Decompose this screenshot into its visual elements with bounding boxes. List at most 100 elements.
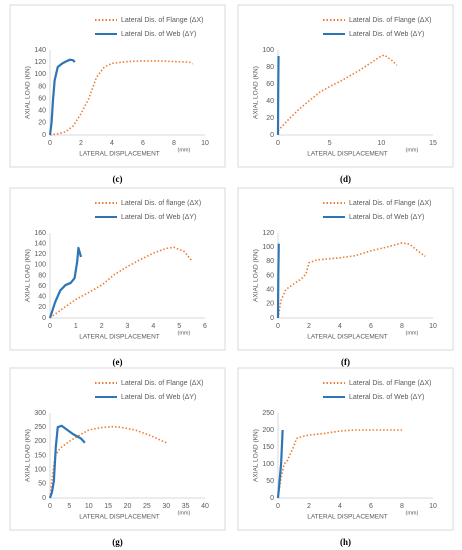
legend-label: Lateral Dis. of Flange (ΔX)	[349, 380, 432, 387]
x-tick-label: 5	[177, 323, 181, 330]
x-tick-label: 40	[201, 503, 209, 510]
y-tick-label: 100	[34, 262, 46, 269]
y-axis-label: AXIAL LOAD (KN)	[253, 429, 260, 482]
x-tick-label: 4	[110, 140, 114, 147]
x-tick-label: 20	[124, 503, 132, 510]
x-tick-label: 10	[377, 140, 385, 147]
caption: (g)	[112, 537, 123, 547]
legend-label: Lateral Dis. of Web (ΔY)	[121, 31, 196, 38]
panel-frame	[237, 187, 454, 351]
x-tick-label: 2	[100, 323, 104, 330]
x-tick-label: 8	[400, 323, 404, 330]
y-tick-label: 80	[266, 64, 274, 71]
y-axis-label: AXIAL LOAD (KN)	[25, 66, 32, 119]
y-tick-label: 20	[38, 304, 46, 311]
x-tick-label: 2	[307, 503, 311, 510]
x-tick-label: 4	[151, 323, 155, 330]
legend-label: Lateral Dis. of Web (ΔY)	[349, 31, 424, 38]
y-tick-label: 0	[270, 315, 274, 322]
data-line	[277, 429, 402, 499]
data-line	[276, 243, 280, 319]
chart-panel: 0 50 100 150 200 250 300 0 5 10 15 20 25 30 35 40 LATERA…	[9, 367, 226, 547]
x-tick-label: 5	[67, 503, 71, 510]
caption: (f)	[341, 357, 350, 367]
x-axis-label: LATERAL DISPLACEMENT	[79, 514, 160, 521]
x-axis-unit: (mm)	[406, 330, 419, 336]
panel-frame	[9, 4, 226, 168]
data-line	[48, 424, 86, 499]
y-tick-label: 0	[42, 132, 46, 139]
y-tick-label: 80	[38, 83, 46, 90]
x-tick-label: 6	[369, 323, 373, 330]
x-tick-label: 8	[400, 503, 404, 510]
y-tick-label: 150	[262, 444, 274, 451]
x-axis-label: LATERAL DISPLACEMENT	[307, 514, 388, 521]
panel-frame	[9, 367, 226, 531]
y-tick-label: 40	[38, 108, 46, 115]
y-tick-label: 60	[38, 95, 46, 102]
y-tick-label: 60	[266, 272, 274, 279]
y-axis-label: AXIAL LOAD (KN)	[25, 249, 32, 302]
y-tick-label: 100	[34, 467, 46, 474]
y-tick-label: 100	[262, 47, 274, 54]
y-axis-label: AXIAL LOAD (KN)	[253, 249, 260, 302]
x-axis-label: LATERAL DISPLACEMENT	[307, 151, 388, 158]
chart-panel: 0 20 40 60 80 100 120 140 160 0 1 2 3 4 5 6 LATERAL DISP…	[9, 187, 226, 367]
x-tick-label: 15	[104, 503, 112, 510]
y-tick-label: 250	[34, 424, 46, 431]
y-tick-label: 20	[266, 301, 274, 308]
x-axis-unit: (mm)	[406, 510, 419, 516]
legend-label: Lateral Dis. of Web (ΔY)	[349, 214, 424, 221]
x-tick-label: 0	[276, 323, 280, 330]
y-tick-label: 200	[34, 438, 46, 445]
data-line	[277, 54, 398, 132]
y-tick-label: 120	[262, 230, 274, 237]
x-tick-label: 0	[276, 503, 280, 510]
x-tick-label: 4	[338, 323, 342, 330]
legend-label: Lateral Dis. of flange (ΔX)	[121, 200, 201, 207]
legend-label: Lateral Dis. of Flange (ΔX)	[349, 17, 432, 24]
data-line	[276, 55, 280, 136]
legend-label: Lateral Dis. of Web (ΔY)	[121, 394, 196, 401]
y-tick-label: 100	[34, 71, 46, 78]
caption: (d)	[340, 174, 351, 184]
y-tick-label: 100	[262, 244, 274, 251]
x-axis-unit: (mm)	[178, 147, 191, 153]
y-tick-label: 60	[38, 283, 46, 290]
x-tick-label: 25	[143, 503, 151, 510]
y-tick-label: 160	[34, 230, 46, 237]
x-axis-label: LATERAL DISPLACEMENT	[307, 334, 388, 341]
x-tick-label: 8	[172, 140, 176, 147]
y-tick-label: 50	[266, 478, 274, 485]
y-tick-label: 150	[34, 452, 46, 459]
panel-frame	[237, 367, 454, 531]
data-line	[49, 60, 194, 136]
y-tick-label: 300	[34, 410, 46, 417]
data-line	[49, 246, 193, 319]
y-tick-label: 140	[34, 240, 46, 247]
chart-panel: 0 20 40 60 80 100 120 0 2 4 6 8 10 LATERAL DISPLACEME…	[237, 187, 454, 367]
y-tick-label: 80	[266, 258, 274, 265]
legend-label: Lateral Dis. of Flange (ΔX)	[349, 200, 432, 207]
y-tick-label: 0	[270, 495, 274, 502]
x-tick-label: 2	[79, 140, 83, 147]
y-axis-label: AXIAL LOAD (KN)	[253, 66, 260, 119]
x-tick-label: 10	[429, 323, 437, 330]
x-tick-label: 0	[276, 140, 280, 147]
x-tick-label: 3	[126, 323, 130, 330]
x-tick-label: 15	[429, 140, 437, 147]
y-tick-label: 50	[38, 481, 46, 488]
y-tick-label: 60	[266, 81, 274, 88]
x-tick-label: 2	[307, 323, 311, 330]
x-tick-label: 0	[48, 323, 52, 330]
y-tick-label: 80	[38, 272, 46, 279]
y-tick-label: 0	[42, 495, 46, 502]
y-tick-label: 40	[266, 98, 274, 105]
panel-frame	[237, 4, 454, 168]
x-tick-label: 35	[182, 503, 190, 510]
x-tick-label: 6	[369, 503, 373, 510]
legend-label: Lateral Dis. of Web (ΔY)	[349, 394, 424, 401]
y-tick-label: 120	[34, 59, 46, 66]
legend-label: Lateral Dis. of Web (ΔY)	[121, 214, 196, 221]
legend-label: Lateral Dis. of Flange (ΔX)	[121, 17, 204, 24]
